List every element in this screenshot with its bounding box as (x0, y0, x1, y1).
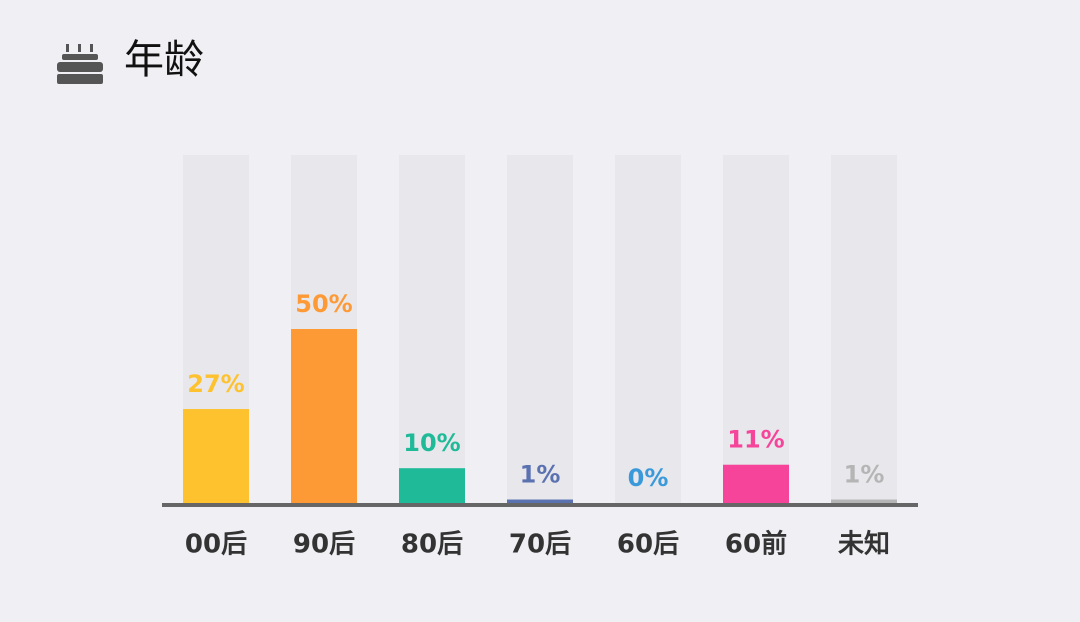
bar-track (723, 155, 789, 503)
x-tick-label: 60后 (617, 530, 679, 560)
x-tick-label: 80后 (401, 530, 463, 560)
value-label: 1% (520, 461, 561, 489)
bar (399, 468, 465, 503)
bar (507, 499, 573, 503)
cake-icon (57, 44, 103, 84)
x-tick-label: 70后 (509, 530, 571, 560)
x-tick-label: 未知 (838, 530, 890, 560)
bar (291, 329, 357, 503)
x-tick-label: 60前 (725, 529, 787, 560)
axis-line (162, 503, 918, 507)
bar-track (831, 155, 897, 503)
bar-track (615, 155, 681, 503)
x-tick-label: 00后 (185, 530, 247, 560)
bar-track (507, 155, 573, 503)
bar (183, 409, 249, 503)
value-label: 10% (403, 429, 460, 457)
bar (723, 464, 789, 503)
value-label: 50% (295, 290, 352, 318)
bar (831, 499, 897, 503)
x-tick-label: 90后 (293, 530, 355, 560)
value-label: 11% (727, 426, 784, 454)
value-label: 27% (187, 370, 244, 398)
value-label: 1% (844, 461, 885, 489)
chart-title: 年龄 (124, 37, 204, 83)
value-label: 0% (628, 464, 669, 492)
bar-track (399, 155, 465, 503)
